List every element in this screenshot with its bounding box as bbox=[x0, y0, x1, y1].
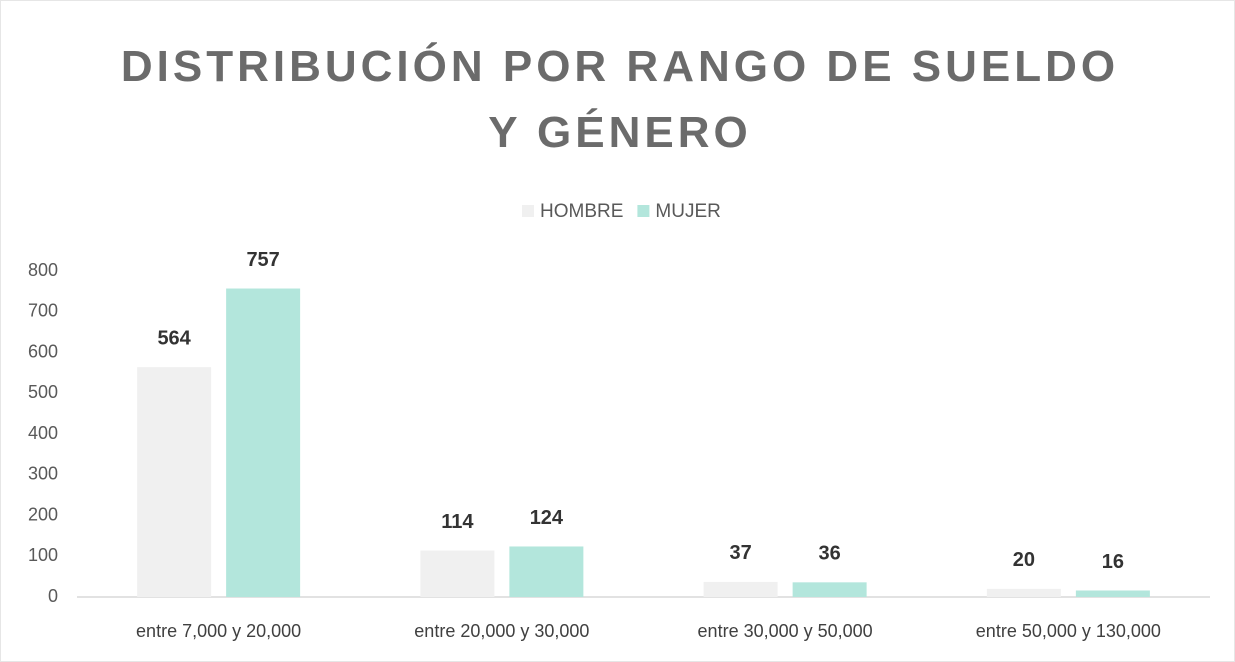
x-tick-label: entre 7,000 y 20,000 bbox=[136, 621, 301, 641]
x-tick-label: entre 50,000 y 130,000 bbox=[976, 621, 1161, 641]
bar bbox=[703, 581, 778, 597]
data-label: 36 bbox=[819, 543, 841, 565]
y-tick-label: 200 bbox=[28, 504, 58, 524]
bar bbox=[137, 367, 212, 597]
bar bbox=[986, 588, 1061, 597]
bar bbox=[1075, 590, 1150, 597]
bar bbox=[226, 288, 301, 597]
x-tick-label: entre 30,000 y 50,000 bbox=[698, 621, 873, 641]
x-tick-label: entre 20,000 y 30,000 bbox=[414, 621, 589, 641]
legend-label: MUJER bbox=[655, 201, 720, 222]
y-tick-label: 100 bbox=[28, 545, 58, 565]
y-tick-label: 0 bbox=[48, 586, 58, 606]
data-label: 114 bbox=[441, 511, 474, 533]
legend-swatch bbox=[522, 205, 534, 217]
legend-swatch bbox=[637, 205, 650, 217]
y-tick-label: 700 bbox=[28, 301, 58, 321]
data-label: 20 bbox=[1013, 549, 1035, 571]
data-label: 757 bbox=[246, 249, 279, 271]
y-tick-label: 500 bbox=[28, 382, 58, 402]
y-tick-label: 600 bbox=[28, 341, 58, 361]
data-label: 124 bbox=[530, 507, 564, 529]
y-tick-label: 300 bbox=[28, 464, 58, 484]
chart-title: DISTRIBUCIÓN POR RANGO DE SUELDO Y GÉNER… bbox=[120, 42, 1120, 157]
data-label: 37 bbox=[730, 542, 752, 564]
bar bbox=[420, 550, 495, 597]
data-label: 564 bbox=[157, 327, 191, 349]
data-label: 16 bbox=[1102, 551, 1124, 573]
legend-label: HOMBRE bbox=[540, 201, 623, 222]
y-tick-label: 800 bbox=[28, 260, 58, 280]
bar bbox=[509, 546, 584, 597]
y-tick-label: 400 bbox=[28, 423, 58, 443]
bar bbox=[792, 582, 867, 597]
